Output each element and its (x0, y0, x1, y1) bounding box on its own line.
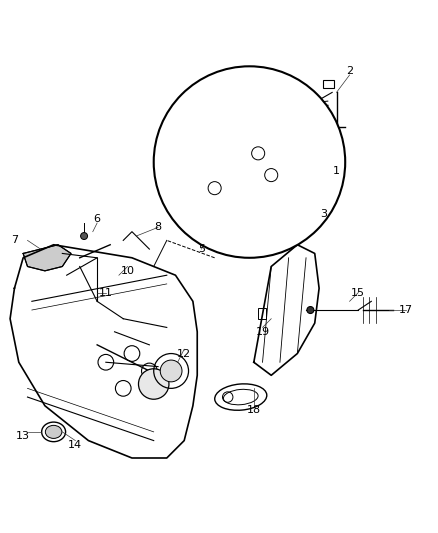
Circle shape (307, 306, 314, 313)
Text: 13: 13 (16, 431, 30, 441)
Text: 12: 12 (177, 349, 191, 359)
Ellipse shape (215, 384, 267, 410)
Circle shape (154, 66, 345, 258)
Text: 18: 18 (247, 405, 261, 415)
Text: 5: 5 (198, 244, 205, 254)
Text: 11: 11 (99, 288, 113, 297)
FancyBboxPatch shape (323, 80, 334, 88)
FancyBboxPatch shape (258, 308, 266, 319)
Ellipse shape (223, 389, 258, 405)
Circle shape (81, 232, 88, 239)
Text: 14: 14 (68, 440, 82, 450)
Polygon shape (23, 245, 71, 271)
Text: 15: 15 (351, 288, 365, 297)
Text: 8: 8 (155, 222, 162, 232)
Text: 17: 17 (399, 305, 413, 315)
Text: 6: 6 (94, 214, 101, 224)
Ellipse shape (42, 422, 66, 442)
Text: 7: 7 (11, 236, 18, 245)
Text: 19: 19 (255, 327, 269, 337)
Text: 3: 3 (320, 209, 327, 219)
Circle shape (160, 360, 182, 382)
Text: 1: 1 (333, 166, 340, 176)
Ellipse shape (46, 425, 62, 439)
Text: 10: 10 (120, 266, 134, 276)
Circle shape (138, 369, 169, 399)
Text: 2: 2 (346, 66, 353, 76)
